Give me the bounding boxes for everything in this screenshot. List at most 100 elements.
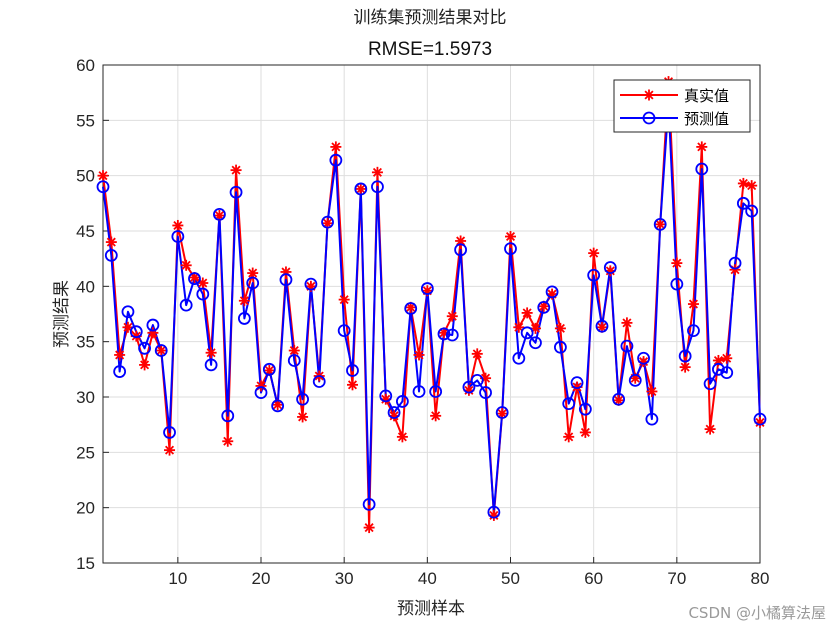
predicted-point (462, 380, 476, 394)
predicted-point (154, 344, 168, 357)
predicted-point (645, 412, 659, 426)
predicted-point (437, 327, 451, 341)
actual-point (471, 348, 483, 360)
predicted-point (113, 365, 127, 378)
predicted-point (479, 386, 492, 399)
actual-point (579, 426, 591, 438)
predicted-point (337, 324, 351, 338)
actual-point (213, 210, 225, 222)
predicted-point (562, 397, 576, 411)
predicted-point (545, 285, 559, 299)
predicted-point (204, 358, 218, 372)
series-line-predicted (102, 102, 761, 514)
predicted-point (146, 318, 160, 332)
predicted-point (753, 412, 767, 426)
predicted-point (362, 497, 376, 511)
actual-point (155, 345, 167, 357)
actual-point (346, 379, 358, 391)
predicted-point (196, 287, 210, 301)
actual-point (746, 180, 758, 192)
actual-point (363, 522, 375, 534)
actual-point (288, 345, 300, 357)
predicted-point (454, 243, 468, 257)
predicted-point (728, 256, 742, 270)
x-tick-label: 20 (252, 569, 271, 588)
y-tick-label: 60 (76, 56, 95, 75)
actual-point (172, 219, 184, 231)
actual-point (521, 307, 533, 319)
chart-subtitle-rmse: RMSE=1.5973 (368, 39, 492, 60)
predicted-point (687, 324, 700, 338)
predicted-point (229, 185, 243, 199)
actual-point (621, 317, 633, 329)
predicted-point (529, 336, 542, 350)
predicted-point (537, 300, 551, 314)
predicted-point (354, 182, 368, 196)
y-tick-label: 40 (76, 277, 95, 296)
legend-box (613, 79, 751, 133)
predicted-point (512, 351, 526, 365)
predicted-point (179, 298, 193, 312)
predicted-point (603, 261, 617, 274)
predicted-point (371, 180, 384, 194)
predicted-point (520, 326, 534, 340)
actual-point (446, 310, 458, 322)
predicted-point (470, 373, 484, 387)
predicted-point (487, 505, 501, 519)
predicted-point (138, 341, 151, 355)
predicted-point (262, 362, 276, 376)
y-tick-label: 35 (76, 333, 95, 352)
predicted-point (379, 389, 393, 403)
predicted-point (412, 385, 426, 398)
y-axis-label: 预测结果 (52, 280, 72, 348)
x-tick-label: 70 (667, 569, 686, 588)
predicted-point (387, 406, 401, 419)
actual-point (430, 410, 442, 422)
predicted-point (578, 402, 592, 416)
predicted-point (287, 354, 301, 367)
actual-point (180, 259, 192, 271)
chart-title: 训练集预测结果对比 (354, 8, 507, 28)
y-tick-label: 15 (76, 554, 95, 573)
predicted-point (653, 217, 667, 231)
legend-label-predicted: 预测值 (684, 110, 729, 128)
actual-point (413, 349, 425, 361)
predicted-point (213, 207, 226, 221)
predicted-point (670, 277, 684, 291)
actual-point (737, 177, 749, 189)
actual-point (721, 352, 733, 364)
legend-circle-icon (642, 111, 656, 125)
predicted-point (678, 349, 692, 363)
predicted-point (445, 328, 459, 342)
actual-point (646, 385, 658, 397)
x-tick-label: 50 (501, 569, 520, 588)
predicted-point (129, 325, 143, 339)
legend-label-actual: 真实值 (684, 87, 729, 105)
predicted-point (712, 362, 725, 376)
predicted-point (420, 282, 434, 295)
predicted-point (254, 386, 268, 399)
predicted-point (221, 409, 235, 423)
x-tick-label: 60 (584, 569, 603, 588)
actual-point (654, 218, 666, 230)
predicted-point (271, 399, 285, 413)
predicted-point (96, 180, 110, 194)
predicted-point (745, 204, 759, 218)
y-tick-label: 50 (76, 167, 95, 186)
predicted-point (329, 153, 343, 167)
x-tick-label: 30 (335, 569, 354, 588)
actual-point (496, 408, 508, 420)
predicted-point (395, 395, 409, 408)
predicted-point (121, 305, 135, 319)
axis-ticks: 10 20 30 40 50 60 70 80 15 20 25 30 35 40 45 50 55 60 (76, 56, 769, 588)
actual-point (538, 300, 550, 312)
actual-point (139, 359, 151, 371)
actual-point (97, 170, 109, 182)
predicted-point (246, 276, 260, 290)
actual-point (205, 347, 217, 359)
actual-point (696, 141, 708, 153)
actual-point (371, 166, 383, 178)
actual-point (297, 411, 309, 423)
actual-point (529, 322, 541, 334)
